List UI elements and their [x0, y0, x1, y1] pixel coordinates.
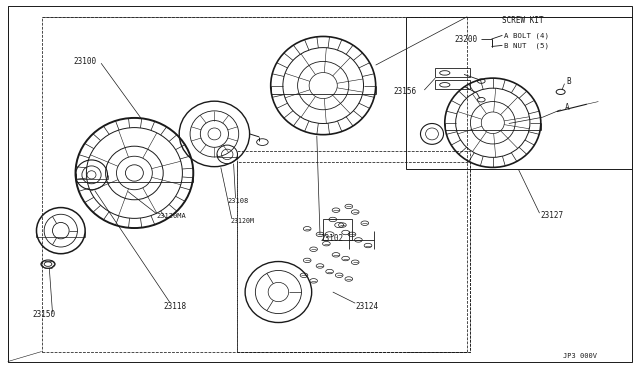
- Bar: [237, 162, 470, 352]
- Bar: [406, 17, 632, 169]
- Text: A BOLT (4): A BOLT (4): [504, 32, 548, 39]
- Text: A: A: [564, 103, 569, 112]
- Text: 23124: 23124: [355, 302, 378, 311]
- Text: 23150: 23150: [32, 310, 55, 319]
- Bar: [237, 151, 470, 352]
- Bar: [323, 219, 352, 240]
- Text: 23120MA: 23120MA: [157, 213, 186, 219]
- Text: 23156: 23156: [394, 87, 417, 96]
- Text: B NUT  (5): B NUT (5): [504, 42, 548, 49]
- Text: 23120M: 23120M: [230, 218, 254, 224]
- Text: 23200: 23200: [454, 35, 477, 44]
- Bar: [42, 17, 467, 352]
- Text: SCREW KIT: SCREW KIT: [502, 16, 544, 25]
- Text: 23102: 23102: [320, 234, 343, 243]
- Text: 23108: 23108: [227, 198, 248, 204]
- Text: 23127: 23127: [541, 211, 564, 220]
- Bar: [435, 80, 470, 89]
- Bar: [435, 68, 470, 77]
- Text: JP3 000V: JP3 000V: [563, 353, 597, 359]
- Text: 23100: 23100: [74, 57, 97, 66]
- Text: 23118: 23118: [163, 302, 186, 311]
- Text: B: B: [566, 77, 571, 86]
